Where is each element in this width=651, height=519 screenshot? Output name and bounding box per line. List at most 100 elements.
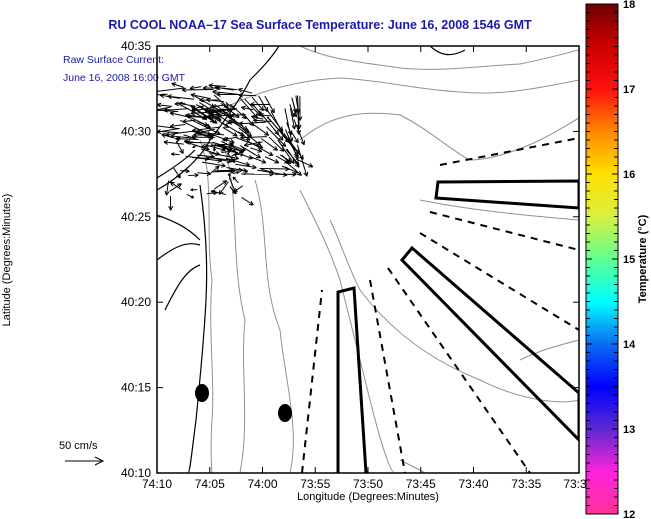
current-vector [181,104,208,120]
current-vector [216,113,232,125]
current-vector [198,105,210,113]
current-vector [214,85,234,91]
x-axis-title: Longitude (Degrees:Minutes) [297,491,439,503]
current-vector [295,95,301,114]
current-vector [212,89,238,95]
current-vector [243,170,248,176]
current-vector [196,153,215,159]
current-vector [210,144,228,150]
current-vector [222,126,238,137]
current-vector [250,147,263,153]
contour-line [219,77,579,111]
station-marker [278,404,292,422]
current-vector [241,105,254,111]
current-vector [190,92,210,99]
current-vector [295,158,314,168]
station-marker [195,384,209,402]
current-vector [180,169,190,174]
coastline-segment [429,46,466,56]
current-vector [178,101,196,107]
current-vector [157,125,180,130]
x-tick-label: 73:55 [300,477,330,491]
current-vector [227,173,231,180]
colorbar-tick-label: 17 [623,84,635,96]
current-vector [171,152,180,157]
current-vector [171,82,184,88]
current-vector [239,145,261,159]
coastline-segment [187,184,208,473]
dashed-trackline [387,267,531,473]
colorbar-tick-label: 12 [623,509,635,519]
current-vector [212,168,236,174]
x-tick-label: 73:35 [511,477,541,491]
x-tick-label: 73:45 [406,477,436,491]
current-vector [189,142,210,151]
current-vector [240,148,244,157]
current-vector [186,194,195,199]
current-vector [257,169,288,177]
current-vector [157,130,179,134]
current-vector [185,139,216,145]
y-tick-label: 40:15 [121,381,151,395]
y-tick-label: 40:25 [121,210,151,224]
current-vector [197,171,212,177]
current-vector [285,149,300,165]
current-vector [262,104,283,132]
sector-polygon [336,286,368,473]
current-vector [207,112,229,128]
y-tick-label: 40:10 [121,466,151,480]
x-tick-label: 73:50 [353,477,383,491]
y-tick-label: 40:35 [121,39,151,53]
contour-line [299,112,579,161]
x-tick-label: 74:00 [247,477,277,491]
y-tick-label: 40:20 [121,295,151,309]
overlay-current-label: Raw Surface Current: [63,54,164,66]
current-vector [249,156,267,164]
contour-line [419,199,579,221]
current-vector [183,134,196,140]
current-vector [296,144,309,177]
x-tick-label: 74:05 [195,477,225,491]
current-vector [210,165,220,174]
current-vector [199,102,220,116]
current-vector [175,136,181,145]
current-vector [232,171,240,175]
current-vector [238,97,258,119]
current-vector [190,188,198,192]
dashed-trackline [439,137,579,166]
current-vector [167,94,195,100]
dashed-trackline [419,232,579,331]
current-vector [206,190,218,196]
current-vector [188,172,199,178]
coastline-segment [157,149,196,179]
current-vector [238,127,262,146]
current-vector [218,181,229,195]
x-axis: 74:10 74:05 74:00 73:55 73:50 73:45 73:40 73:35… [142,46,587,491]
colorbar-title: Temperature (°C) [637,214,649,303]
current-vector [220,102,233,112]
current-vector [180,119,211,136]
dashed-trackline [369,279,406,473]
current-vector [232,176,239,184]
sector-polygon [434,179,579,210]
chart-title: RU COOL NOAA–17 Sea Surface Temperature:… [108,18,532,32]
contour-line [199,139,214,473]
current-vector [284,160,302,176]
current-vector [227,142,234,156]
current-vector [181,87,214,93]
sector-polygons [336,179,579,473]
current-vector [197,120,211,129]
x-tick-label: 73:40 [458,477,488,491]
coastline-segment [157,214,201,311]
y-axis-title: Latitude (Degrees:Minutes) [1,194,13,327]
current-vector [170,133,192,139]
colorbar-tick-label: 15 [623,254,635,266]
current-vector [185,155,210,161]
current-vector [266,126,287,147]
current-vector [264,95,275,114]
y-axis: 40:35 40:30 40:25 40:20 40:15 40:10 [121,39,579,480]
current-vector [175,140,184,154]
current-vector [190,105,218,124]
current-vector [192,144,198,149]
